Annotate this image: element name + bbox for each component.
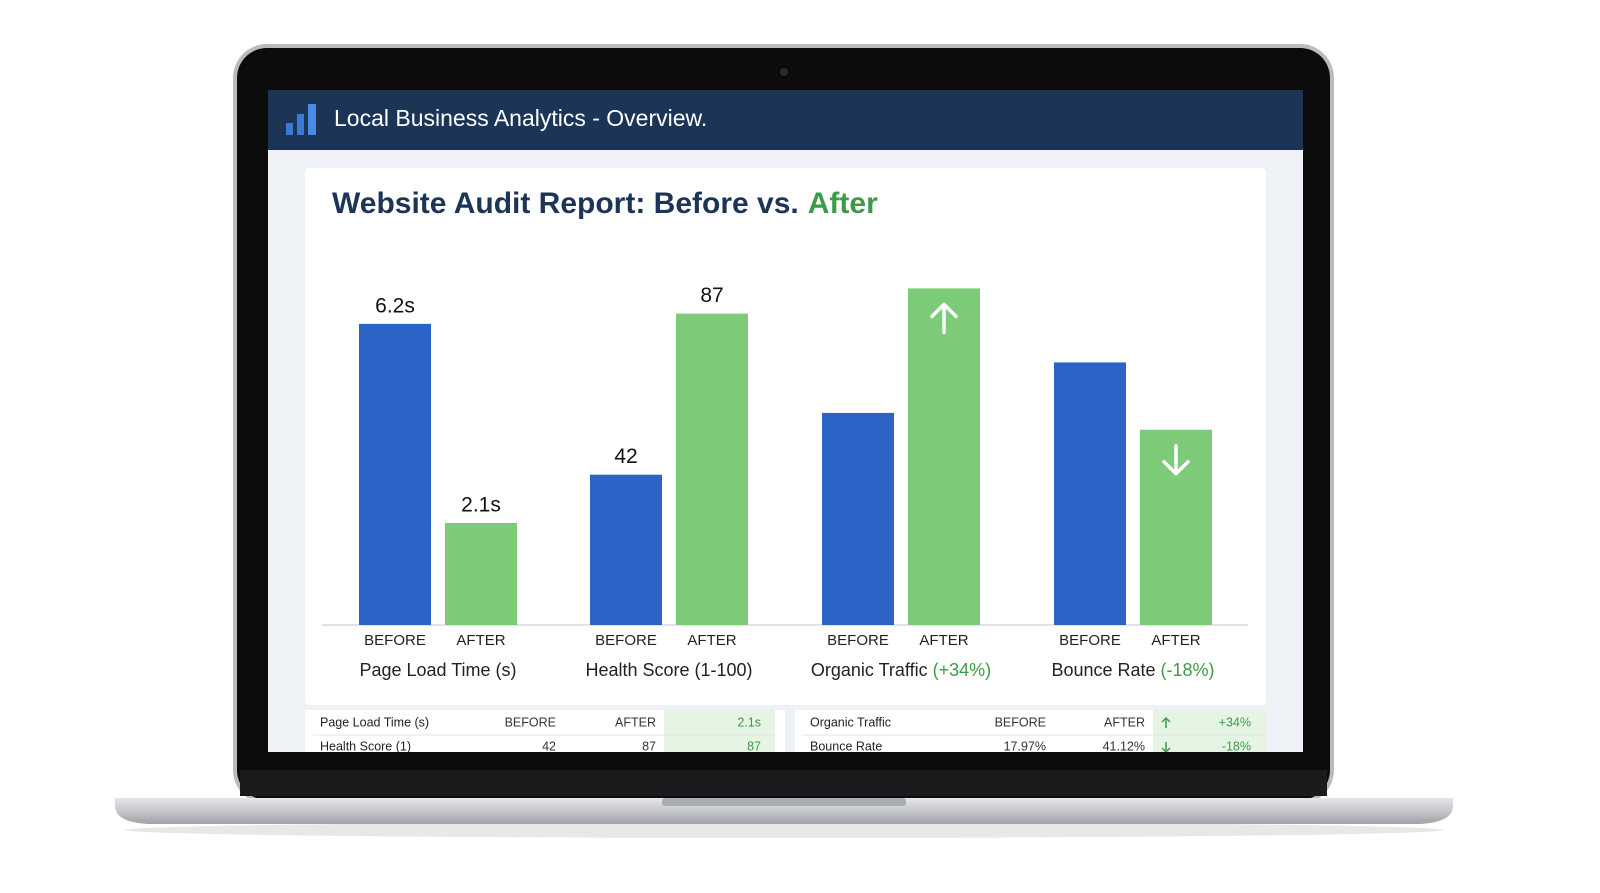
bar: [359, 323, 431, 625]
app-title: Local Business Analytics - Overview.: [334, 105, 707, 131]
group-name: Health Score (1-100): [585, 660, 752, 680]
group-label: Page Load Time (s): [359, 660, 516, 680]
group-name: Bounce Rate: [1051, 660, 1155, 680]
table-arrow: [1161, 716, 1171, 728]
group-change: (+34%): [933, 660, 992, 680]
group-name: Organic Traffic: [811, 660, 928, 680]
cell: 41.12%: [1103, 739, 1145, 753]
trend-arrow: [930, 302, 958, 335]
table-layer: Page Load Time (s) BEFORE AFTER 2.1s Health …: [313, 710, 1266, 760]
cell: 42: [542, 739, 556, 753]
category-label: BEFORE: [595, 632, 657, 649]
chart-layer: 6.2s BEFORE 2.1s AFTER Page Load Time (s) 42 B…: [359, 284, 1215, 680]
category-label: AFTER: [1151, 632, 1200, 649]
bar: [1054, 362, 1126, 625]
group-name: Page Load Time (s): [359, 660, 516, 680]
title-main: Website Audit Report: Before vs.: [332, 187, 799, 220]
logo-bar: [308, 104, 316, 135]
value-label: 42: [614, 445, 637, 468]
group-label: Organic Traffic (+34%): [811, 660, 991, 680]
cell: 17.97%: [1004, 739, 1046, 753]
cell: 87: [747, 739, 761, 753]
group-change: (-18%): [1161, 660, 1215, 680]
title-highlight: After: [808, 187, 878, 220]
bar: [908, 288, 980, 625]
chart-title: Website Audit Report: Before vs. After: [332, 187, 878, 220]
bar: [676, 313, 748, 625]
value-label: 87: [700, 284, 723, 307]
value-label: 2.1s: [461, 494, 501, 517]
base-notch: [662, 798, 906, 806]
logo-bar: [297, 114, 304, 135]
cell: 87: [642, 739, 656, 753]
group-label: Bounce Rate (-18%): [1051, 660, 1214, 680]
value-label: 6.2s: [375, 294, 415, 317]
app-header: [268, 90, 1303, 150]
category-label: BEFORE: [364, 632, 426, 649]
bar: [590, 474, 662, 625]
bar: [445, 523, 517, 625]
logo-bar: [286, 123, 293, 135]
laptop-base: [115, 798, 1453, 824]
shadow: [124, 822, 1444, 838]
category-label: AFTER: [919, 632, 968, 649]
cell: BEFORE: [995, 715, 1046, 729]
category-label: AFTER: [456, 632, 505, 649]
cell: BEFORE: [505, 715, 556, 729]
cell: 2.1s: [737, 715, 761, 729]
cell: AFTER: [1104, 715, 1145, 729]
category-label: BEFORE: [827, 632, 889, 649]
category-label: AFTER: [687, 632, 736, 649]
camera: [780, 68, 788, 76]
row-label: Health Score (1): [320, 739, 411, 753]
row-label: Page Load Time (s): [320, 715, 429, 729]
trend-arrow: [1162, 444, 1190, 476]
bar: [822, 412, 894, 625]
category-label: BEFORE: [1059, 632, 1121, 649]
group-label: Health Score (1-100): [585, 660, 752, 680]
cell: -18%: [1222, 739, 1251, 753]
cell: AFTER: [615, 715, 656, 729]
chart-card: [305, 168, 1266, 705]
hinge: [240, 770, 1327, 796]
row-label: Organic Traffic: [810, 715, 891, 729]
cell: +34%: [1219, 715, 1251, 729]
row-label: Bounce Rate: [810, 739, 882, 753]
